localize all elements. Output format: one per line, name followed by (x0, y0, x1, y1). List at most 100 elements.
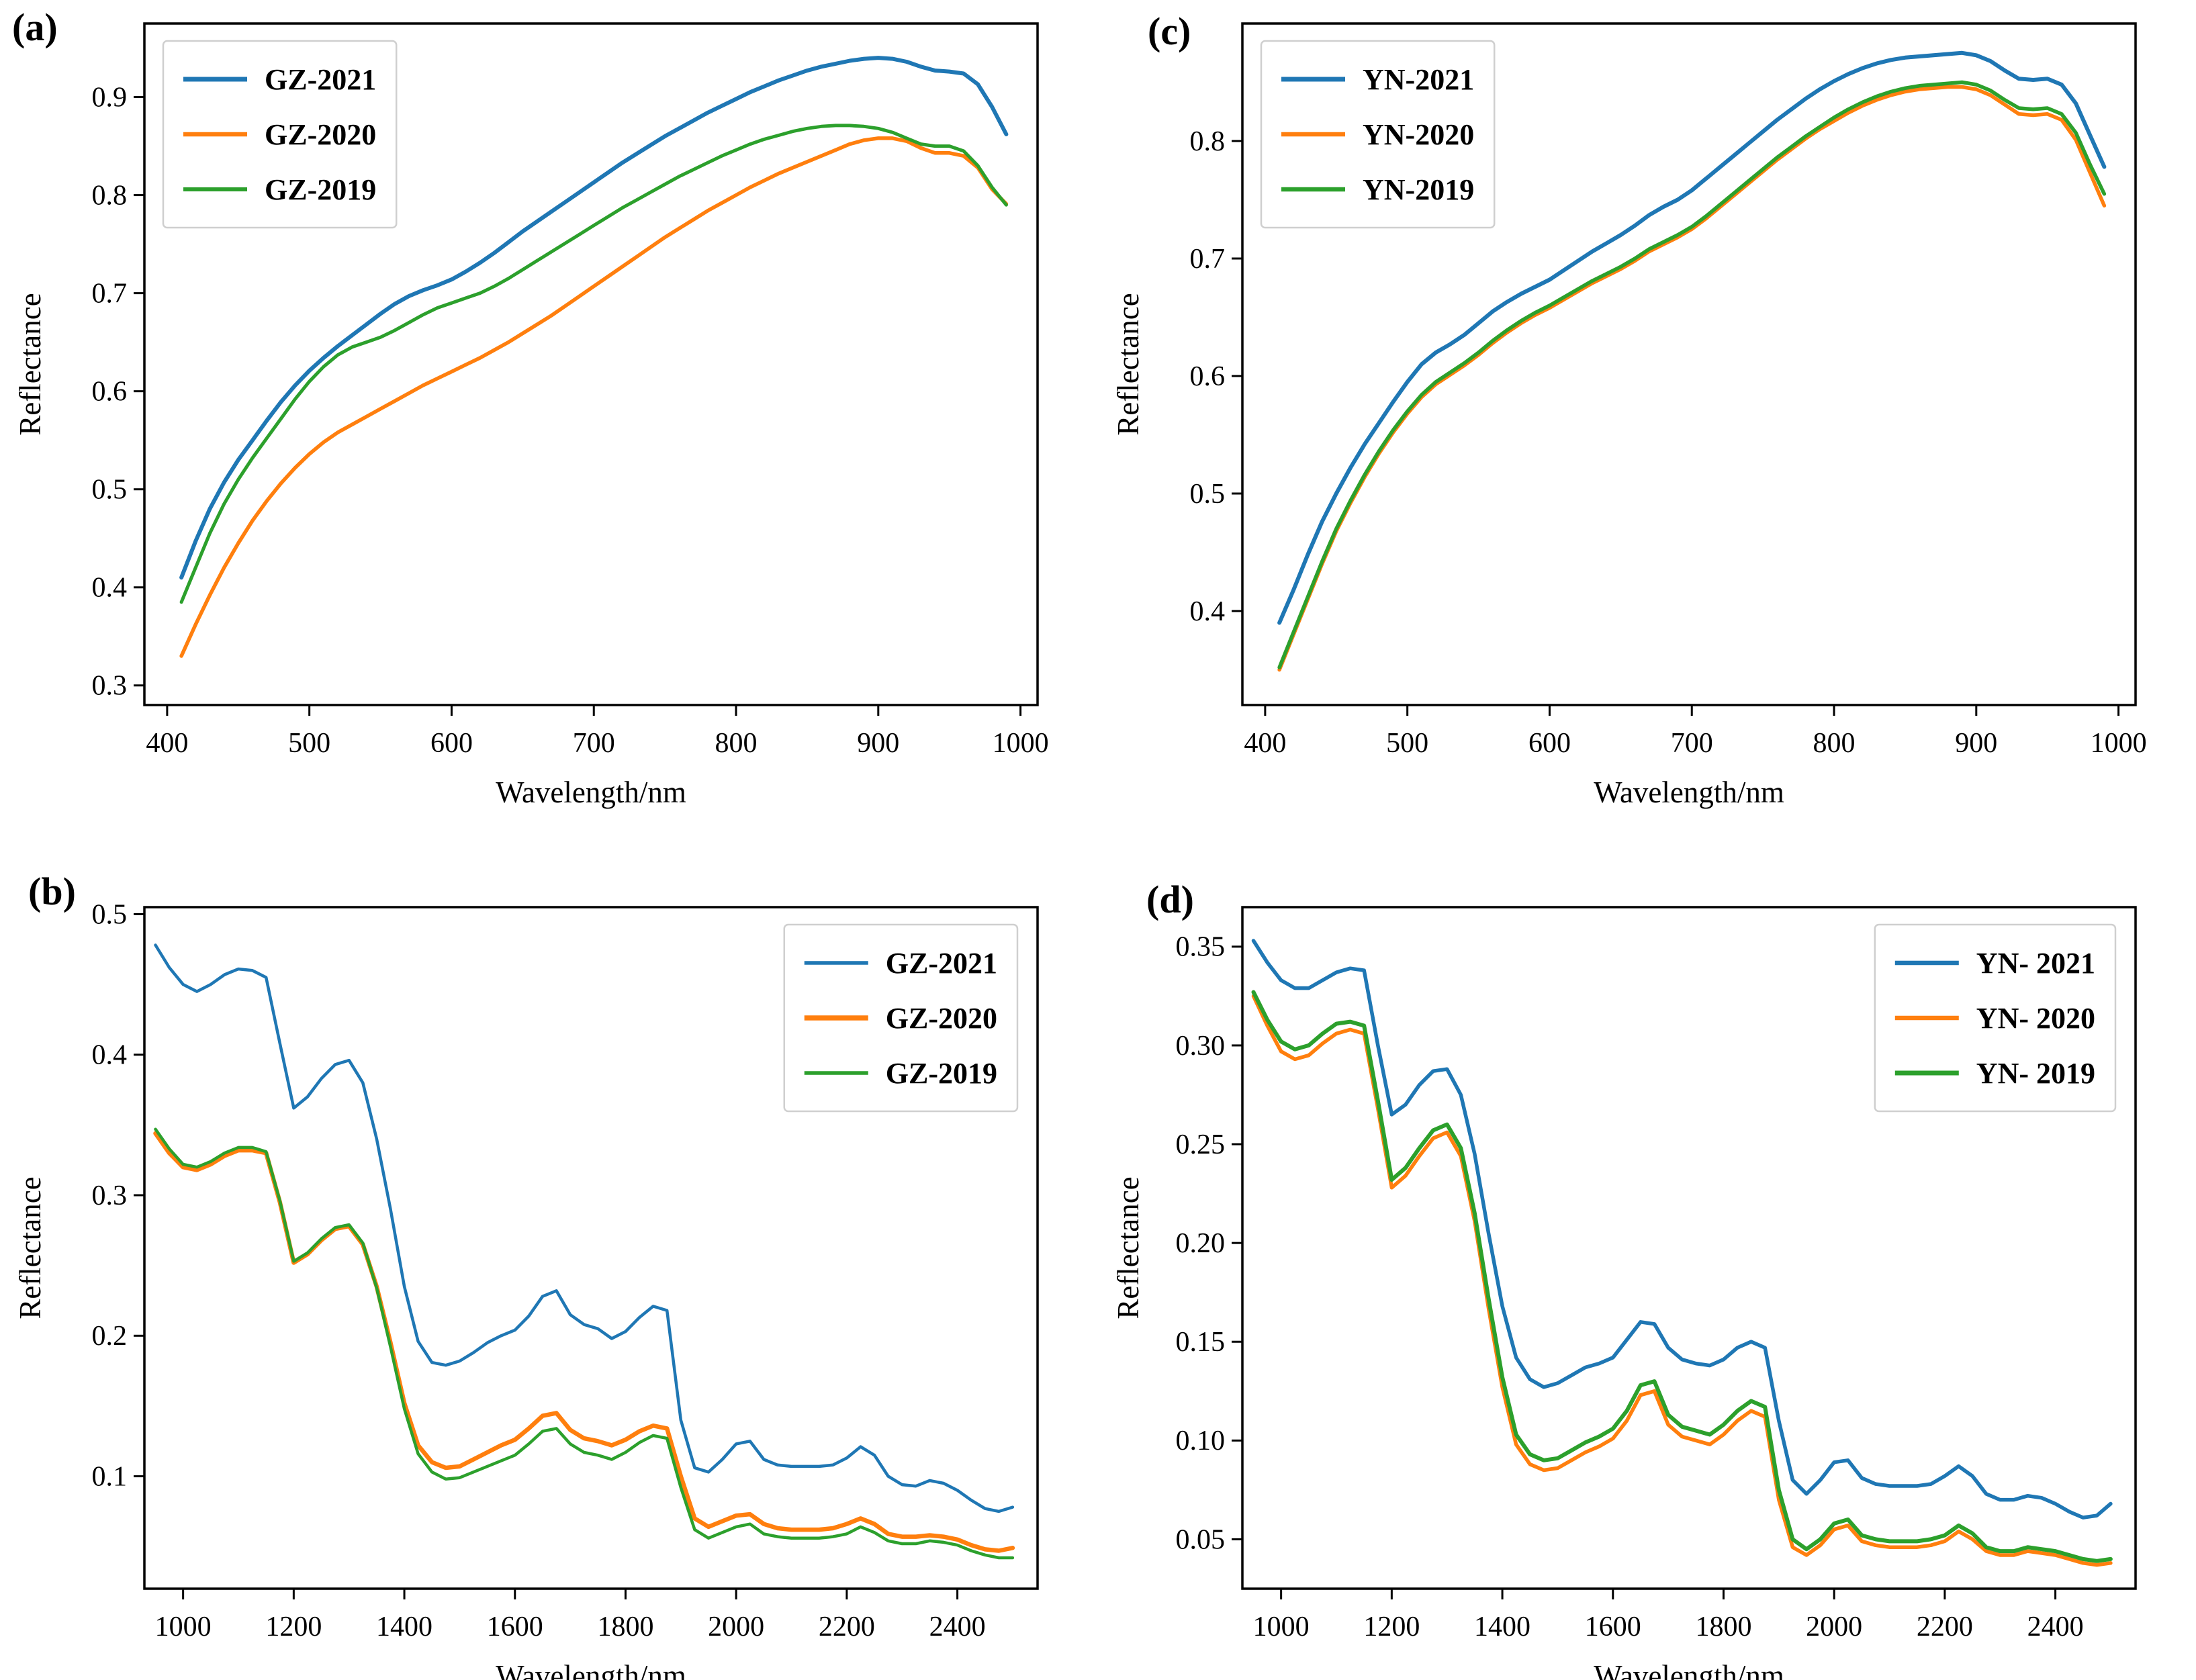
y-tick-label: 0.2 (92, 1321, 128, 1352)
panel-label-b: (b) (28, 870, 76, 913)
y-tick-label: 0.3 (92, 1180, 128, 1211)
x-tick-label: 2000 (708, 1612, 764, 1642)
x-axis-label: Wavelength/nm (1594, 1659, 1784, 1680)
chart-d-reflectance-swir-yn: 1000 1200 1400 1600 1800 2000 2200 2400 0.05 0.10… (1111, 906, 2137, 1680)
legend-label: YN-2019 (1363, 173, 1474, 206)
legend: YN- 2021 YN- 2020 YN- 2019 (1874, 923, 2117, 1113)
x-tick-label: 1400 (1474, 1612, 1530, 1642)
x-tick-label: 1600 (1585, 1612, 1641, 1642)
x-tick-label: 500 (1386, 728, 1428, 759)
series-line-YN-2019 (1251, 990, 2113, 1563)
y-tick-label: 0.10 (1176, 1426, 1226, 1456)
x-tick-label: 800 (715, 728, 758, 759)
y-tick-label: 0.8 (1190, 126, 1226, 157)
plot-area (1241, 906, 2137, 1590)
x-tick-label: 600 (1528, 728, 1571, 759)
x-tick-label: 2000 (1806, 1612, 1862, 1642)
series-line-YN-2021 (1277, 50, 2107, 625)
y-tick-label: 0.5 (92, 899, 128, 930)
series-line-YN-2019 (1277, 80, 2107, 669)
legend-label: GZ-2019 (886, 1057, 997, 1090)
x-tick-label: 1600 (487, 1612, 543, 1642)
legend: YN-2021 YN-2020 YN-2019 (1260, 40, 1496, 229)
y-axis-label: Reflectance (13, 293, 47, 435)
panel-d: (d) 1000 1200 1400 1600 1800 2000 2200 2400 0.05… (1098, 840, 2196, 1680)
y-tick-label: 0.5 (1190, 479, 1226, 510)
x-tick-label: 1800 (597, 1612, 653, 1642)
x-tick-label: 400 (1244, 728, 1286, 759)
x-tick-label: 400 (146, 728, 188, 759)
legend-label: GZ-2019 (265, 173, 376, 206)
y-tick-label: 0.3 (92, 671, 128, 702)
legend-label: GZ-2021 (265, 63, 376, 96)
y-tick-label: 0.9 (92, 82, 128, 113)
y-tick-label: 0.7 (1190, 244, 1226, 275)
plot-area (143, 906, 1039, 1590)
panel-label-d: (d) (1146, 878, 1194, 921)
x-tick-label: 600 (430, 728, 473, 759)
chart-a-reflectance-vnir-gz: 400 500 600 700 800 900 1000 0.3 0.4 0.5 0.6 0.7 0.8… (13, 22, 1049, 809)
x-tick-label: 500 (288, 728, 330, 759)
x-axis-label: Wavelength/nm (496, 776, 686, 809)
x-tick-label: 2200 (819, 1612, 875, 1642)
x-tick-label: 1000 (2091, 728, 2147, 759)
y-axis-label: Reflectance (13, 1176, 47, 1319)
x-tick-label: 1000 (993, 728, 1049, 759)
series-line-GZ-2021 (179, 56, 1009, 580)
series-line-GZ-2020 (153, 1131, 1015, 1553)
panel-c: (c) 400 500 600 700 800 900 1000 0.4 0.5 0.6 0.7 0.… (1098, 0, 2196, 840)
x-tick-label: 1400 (376, 1612, 432, 1642)
y-tick-label: 0.7 (92, 278, 128, 309)
legend-label: YN- 2020 (1976, 1002, 2095, 1035)
legend-box (162, 40, 398, 229)
y-tick-label: 0.4 (1190, 596, 1226, 627)
legend-box (1260, 40, 1496, 229)
series-line-GZ-2019 (154, 1127, 1015, 1560)
legend-label: YN- 2019 (1976, 1057, 2095, 1090)
x-tick-label: 2200 (1917, 1612, 1973, 1642)
legend-box (783, 923, 1019, 1113)
y-axis-label: Reflectance (1111, 293, 1145, 435)
x-tick-label: 700 (1671, 728, 1713, 759)
legend-label: GZ-2020 (886, 1002, 997, 1035)
y-tick-label: 0.20 (1176, 1228, 1226, 1259)
y-tick-label: 0.6 (92, 377, 128, 408)
panel-label-c: (c) (1148, 9, 1191, 53)
x-tick-label: 900 (1955, 728, 1997, 759)
y-tick-label: 0.25 (1176, 1129, 1226, 1160)
x-tick-label: 2400 (929, 1612, 986, 1642)
x-tick-label: 700 (573, 728, 615, 759)
series-line-YN-2020 (1251, 994, 2113, 1567)
y-tick-label: 0.8 (92, 180, 128, 211)
x-tick-label: 900 (857, 728, 899, 759)
y-tick-label: 0.05 (1176, 1524, 1226, 1555)
x-tick-label: 1200 (1363, 1612, 1420, 1642)
series-line-YN-2021 (1251, 939, 2113, 1520)
panel-a: (a) 400 500 600 700 800 900 1000 0.3 0.4 0.5 0.6 0.… (0, 0, 1098, 840)
x-axis-label: Wavelength/nm (1594, 776, 1784, 809)
x-tick-label: 1000 (1253, 1612, 1310, 1642)
x-tick-label: 1200 (265, 1612, 322, 1642)
y-tick-label: 0.15 (1176, 1327, 1226, 1358)
y-axis-label: Reflectance (1111, 1176, 1145, 1319)
plot-area (143, 22, 1039, 706)
x-tick-label: 1000 (155, 1612, 212, 1642)
legend-label: YN-2021 (1363, 63, 1474, 96)
legend-label: YN- 2021 (1976, 947, 2095, 980)
chart-b-reflectance-swir-gz: 1000 1200 1400 1600 1800 2000 2200 2400 0.1 0.2 0.… (13, 899, 1039, 1680)
x-tick-label: 800 (1813, 728, 1856, 759)
legend: GZ-2021 GZ-2020 GZ-2019 (783, 923, 1019, 1113)
legend-box (1874, 923, 2117, 1113)
x-tick-label: 2400 (2027, 1612, 2084, 1642)
y-tick-label: 0.4 (92, 573, 128, 604)
y-tick-label: 0.1 (92, 1461, 128, 1492)
series-line-GZ-2019 (179, 124, 1008, 604)
plot-area (1241, 22, 2137, 706)
series-line-GZ-2020 (179, 136, 1009, 658)
legend: GZ-2021 GZ-2020 GZ-2019 (162, 40, 398, 229)
y-tick-label: 0.30 (1176, 1031, 1226, 1062)
x-axis-label: Wavelength/nm (496, 1659, 686, 1680)
y-tick-label: 0.4 (92, 1040, 128, 1071)
series-line-GZ-2021 (154, 943, 1015, 1513)
chart-c-reflectance-vnir-yn: 400 500 600 700 800 900 1000 0.4 0.5 0.6 0.7 0.8 Wav… (1111, 22, 2147, 809)
